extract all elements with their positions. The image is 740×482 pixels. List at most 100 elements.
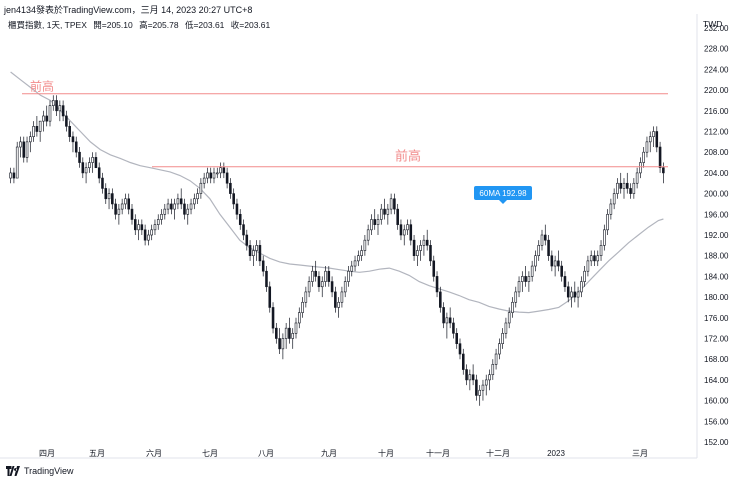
candle [38, 120, 42, 132]
candle [235, 203, 239, 215]
candle [402, 229, 406, 236]
candle [91, 157, 94, 163]
candle [386, 208, 390, 215]
candle [609, 203, 613, 215]
candle [242, 224, 245, 236]
candle [642, 151, 645, 163]
candle [22, 141, 26, 158]
candle [311, 270, 314, 282]
candle [566, 286, 570, 298]
time-tick-label: 三月 [632, 449, 648, 458]
candle [337, 301, 340, 308]
candle [435, 276, 439, 293]
candle [612, 193, 616, 205]
candle [448, 317, 452, 324]
symbol-name: 櫃買指數, 1天, TPEX [8, 20, 87, 30]
candle [389, 198, 393, 210]
candle [238, 214, 242, 225]
candle [117, 208, 121, 215]
candle [606, 214, 609, 231]
candle [524, 276, 527, 282]
candle [343, 281, 347, 293]
ma-layer [10, 71, 664, 314]
candle [550, 255, 554, 267]
candle [347, 270, 350, 282]
candle [166, 203, 170, 210]
candle [15, 146, 19, 179]
candle [625, 182, 629, 189]
candle [153, 224, 157, 231]
candle [202, 177, 206, 184]
candle [127, 198, 131, 210]
candle [583, 270, 586, 282]
candle [179, 198, 183, 205]
candle [353, 260, 357, 267]
candle [635, 172, 639, 184]
candle [65, 115, 68, 127]
candle [465, 369, 468, 381]
price-tick-label: 196.00 [704, 210, 729, 219]
price-tick-label: 164.00 [704, 376, 729, 385]
candle [255, 245, 258, 251]
candle [94, 157, 98, 169]
prev-high-label-2: 前高 [395, 149, 421, 164]
candle [271, 307, 275, 329]
candle [357, 255, 360, 262]
candle [340, 291, 344, 303]
price-tick-label: 152.00 [704, 438, 729, 447]
candle [419, 245, 422, 251]
candle [409, 224, 413, 241]
candle [573, 291, 577, 298]
open-value: 開=205.10 [93, 20, 133, 30]
candle [297, 312, 301, 324]
candle [130, 208, 134, 220]
candle [527, 276, 531, 282]
ma-callout[interactable]: 60MA 192.98 [474, 186, 532, 204]
tradingview-brand[interactable]: TradingView [6, 466, 74, 476]
candle [143, 229, 147, 241]
candle [61, 105, 65, 117]
price-tick-label: 172.00 [704, 335, 729, 344]
candle [478, 389, 481, 396]
candle [537, 245, 541, 257]
candle [320, 281, 324, 288]
candle [455, 333, 459, 344]
candle [481, 384, 485, 391]
candle [261, 260, 265, 272]
candle [35, 126, 39, 132]
candle [124, 198, 127, 205]
candle [622, 182, 626, 189]
candle [25, 141, 29, 158]
candle [150, 229, 153, 236]
candle [540, 234, 544, 246]
candle [452, 322, 455, 334]
candle [225, 172, 229, 184]
candles-layer [9, 95, 665, 406]
candle [58, 105, 62, 112]
candle [304, 291, 308, 303]
candle [232, 193, 235, 205]
candle [193, 198, 196, 205]
candle [648, 136, 652, 143]
candle [288, 327, 291, 339]
candle [471, 374, 475, 381]
time-tick-label: 十月 [378, 448, 394, 458]
candle [189, 203, 193, 210]
candle [324, 270, 327, 282]
low-value: 低=203.61 [184, 20, 225, 30]
candle [12, 172, 16, 179]
candle [488, 374, 491, 381]
candle [547, 239, 550, 257]
candle [393, 198, 396, 210]
candle [458, 343, 462, 355]
candle [32, 126, 35, 137]
candle [334, 291, 337, 308]
candle [416, 250, 419, 256]
candle [51, 100, 55, 106]
candle [412, 239, 416, 257]
candle [317, 276, 321, 288]
candle [284, 327, 288, 339]
candle [163, 208, 167, 215]
